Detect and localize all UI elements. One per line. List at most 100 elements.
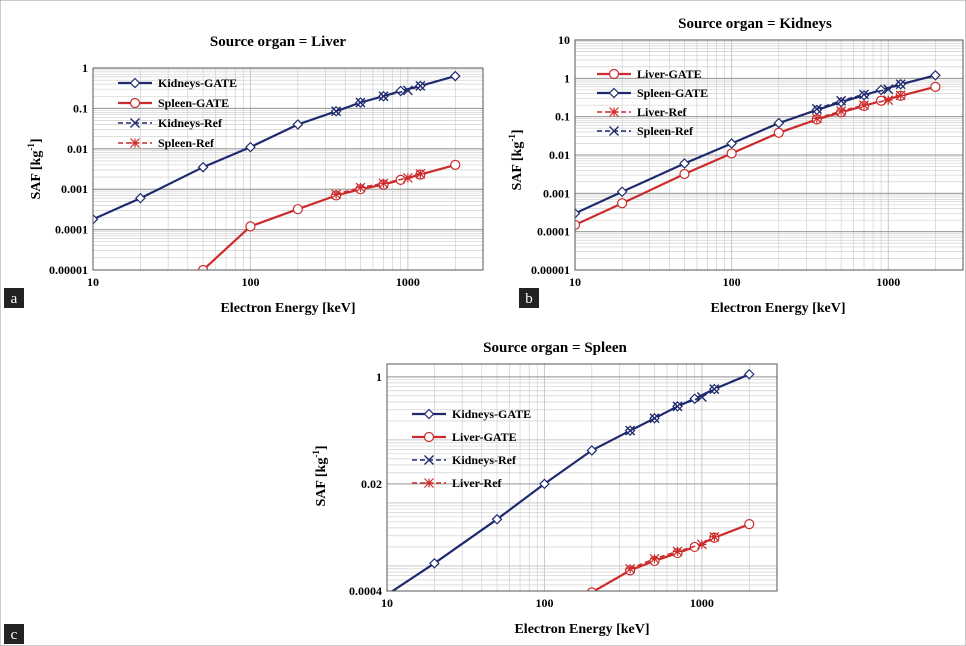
data-point — [811, 103, 822, 114]
x-tick-label: 1000 — [690, 596, 714, 610]
panel-label-box — [519, 288, 539, 308]
legend-item: Liver-GATE — [412, 430, 517, 444]
data-point — [859, 100, 869, 111]
data-point — [696, 391, 707, 402]
data-point — [491, 513, 503, 525]
legend-marker — [424, 478, 434, 488]
data-point — [743, 368, 755, 380]
data-point — [625, 563, 636, 574]
data-point — [331, 189, 342, 200]
x-axis-label: Electron Energy [keV] — [220, 301, 355, 316]
data-point — [449, 70, 461, 82]
legend-label: Liver-GATE — [637, 67, 702, 81]
panel-label-box — [4, 288, 24, 308]
legend-item: Kidneys-Ref — [412, 453, 517, 467]
legend-marker — [609, 107, 619, 117]
grid — [387, 364, 777, 591]
legend-item: Liver-Ref — [412, 476, 503, 490]
data-point — [744, 519, 755, 530]
legend-label: Liver-Ref — [637, 105, 688, 119]
panel-c: Source organ = Spleen 10 100 1000 1 0.02 0.00… — [4, 340, 778, 644]
x-tick-label: 10 — [87, 275, 99, 289]
data-point — [197, 264, 209, 270]
data-point — [649, 553, 660, 564]
data-point — [625, 425, 636, 436]
data-point — [402, 173, 413, 183]
y-tick-label: 0.001 — [543, 186, 570, 200]
y-tick-label: 0.00001 — [49, 263, 88, 277]
x-tick-label: 1000 — [876, 275, 900, 289]
x-axis-label: Electron Energy [keV] — [710, 301, 845, 316]
plot-frame — [386, 363, 778, 592]
data-point — [875, 84, 887, 96]
data-point — [773, 117, 785, 129]
legend: Liver-GATE Spleen-GATE Liver-Ref Spleen-Ref — [597, 67, 708, 138]
data-point — [875, 95, 887, 106]
legend-marker — [423, 431, 435, 443]
data-point — [245, 221, 256, 232]
data-point — [709, 531, 720, 542]
x-tick-label: 100 — [535, 596, 553, 610]
data-point — [292, 204, 303, 215]
y-tick-label: 0.02 — [361, 477, 382, 491]
y-tick-label: 0.001 — [61, 182, 88, 196]
data-point — [415, 80, 426, 91]
tick-labels: 10 100 1000 1 0.1 0.01 0.001 0.0001 0.00001 — [49, 61, 420, 289]
data-point — [586, 445, 598, 456]
panel-a: Source organ = Liver 10 100 1000 1 0.1 0.01 0.… — [4, 34, 484, 316]
y-tick-label: 0.0001 — [55, 223, 88, 237]
legend-marker — [129, 97, 141, 109]
data-point — [883, 84, 894, 95]
legend-item: Spleen-Ref — [118, 136, 215, 150]
data-point — [355, 97, 366, 108]
legend-marker — [130, 118, 140, 128]
tick-labels: 10 100 1000 10 1 0.1 0.01 0.001 0.0001 0.00001 — [531, 33, 900, 289]
data-point — [836, 106, 847, 116]
panel-label-box — [4, 624, 24, 644]
legend-item: Kidneys-GATE — [118, 76, 237, 90]
y-tick-label: 0.1 — [73, 101, 88, 115]
data-point — [895, 79, 906, 90]
legend: Kidneys-GATE Liver-GATE Kidneys-Ref Liver-R… — [412, 407, 531, 490]
data-point — [679, 158, 690, 169]
data-point — [709, 384, 720, 395]
y-axis-label: SAF [kg-1] — [311, 445, 329, 506]
tick-labels: 10 100 1000 1 0.02 0.0004 — [349, 370, 714, 610]
data-point — [355, 182, 366, 193]
panel-label: b — [525, 291, 533, 307]
data-point — [402, 85, 413, 96]
data-point — [811, 113, 822, 124]
legend-label: Liver-Ref — [452, 476, 503, 490]
data-point — [930, 69, 941, 81]
data-point — [575, 219, 581, 231]
legend-marker — [609, 126, 619, 136]
legend-item: Spleen-GATE — [597, 86, 708, 100]
data-point — [415, 168, 426, 179]
data-point — [450, 159, 461, 170]
y-tick-label: 0.1 — [555, 110, 570, 124]
legend-marker — [608, 87, 620, 99]
data-point — [586, 587, 597, 591]
legend-item: Liver-GATE — [597, 67, 702, 81]
x-tick-label: 10 — [569, 275, 581, 289]
data-point — [292, 119, 304, 130]
legend-item: Spleen-Ref — [597, 124, 694, 138]
legend-marker — [130, 138, 140, 148]
legend: Kidneys-GATE Spleen-GATE Kidneys-Ref Spleen… — [118, 76, 237, 150]
panel-label: c — [11, 627, 18, 643]
legend-label: Kidneys-GATE — [452, 407, 531, 421]
data-point — [895, 90, 906, 101]
y-tick-label: 1 — [564, 71, 570, 85]
plot-area — [93, 68, 483, 270]
data-point — [616, 186, 628, 198]
data-point — [773, 127, 784, 138]
series-layer — [93, 70, 461, 270]
legend-marker — [424, 455, 434, 465]
data-point — [575, 208, 581, 219]
series-layer — [387, 368, 755, 591]
data-point — [696, 539, 707, 550]
x-tick-label: 1000 — [396, 275, 420, 289]
data-point — [429, 557, 440, 569]
y-tick-label: 1 — [82, 61, 88, 75]
y-tick-label: 10 — [558, 33, 570, 47]
